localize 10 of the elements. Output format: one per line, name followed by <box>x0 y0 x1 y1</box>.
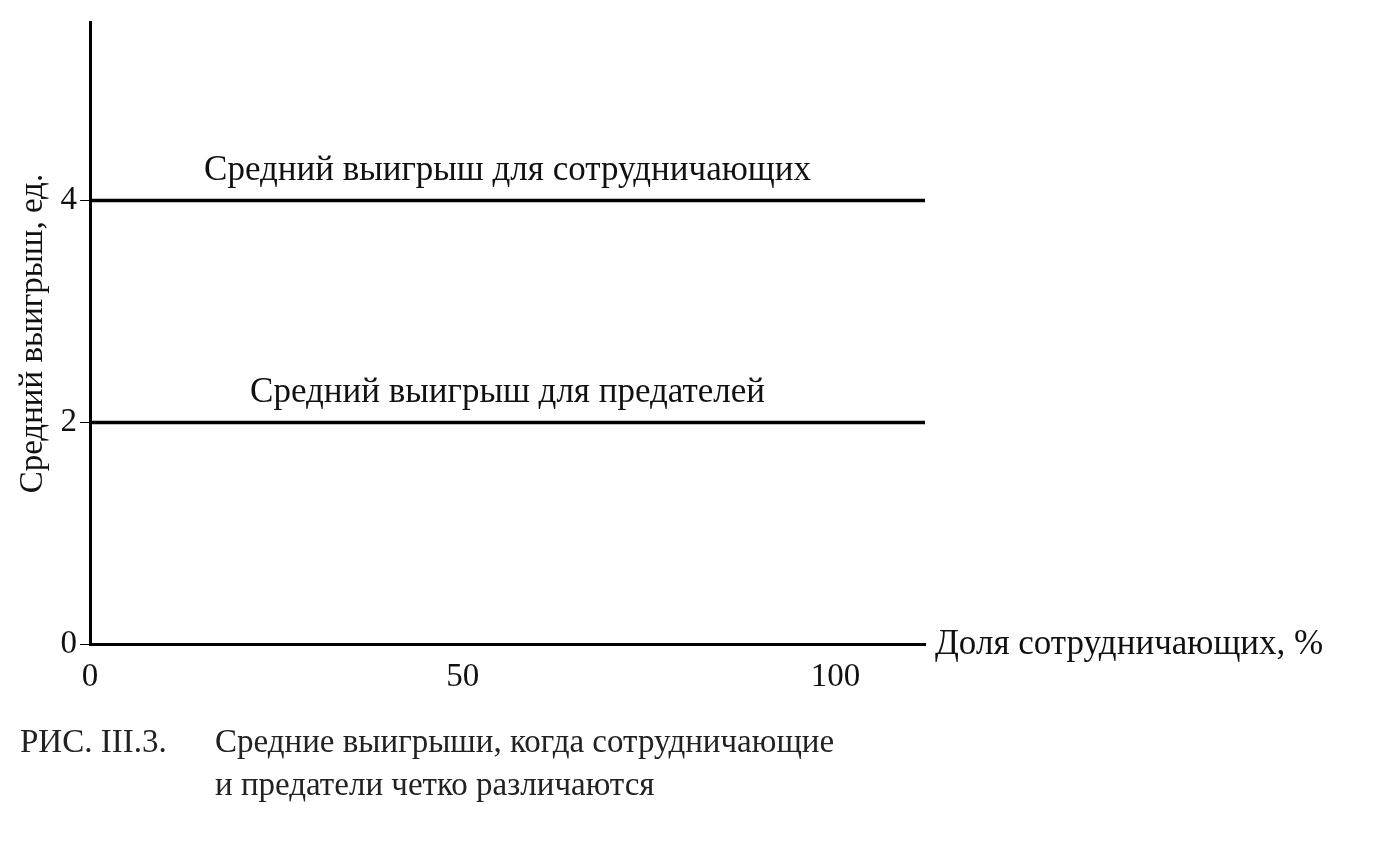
y-axis-title: Средний выигрыш, ед. <box>13 173 50 494</box>
x-tick-label: 50 <box>446 656 480 693</box>
y-tick-label: 2 <box>60 402 78 439</box>
x-tick-label: 100 <box>810 656 861 693</box>
series-label: Средний выигрыш для сотрудничающих <box>204 149 812 189</box>
y-tick-label: 0 <box>60 624 78 661</box>
x-axis-title: Доля сотрудничающих, % <box>935 622 1324 662</box>
y-tick-label: 4 <box>60 180 78 217</box>
series-label: Средний выигрыш для предателей <box>250 371 766 411</box>
text: РИС. III.3. Средние выигрыши, когда сотрудничающие и предатели четко различаются <box>20 723 835 802</box>
